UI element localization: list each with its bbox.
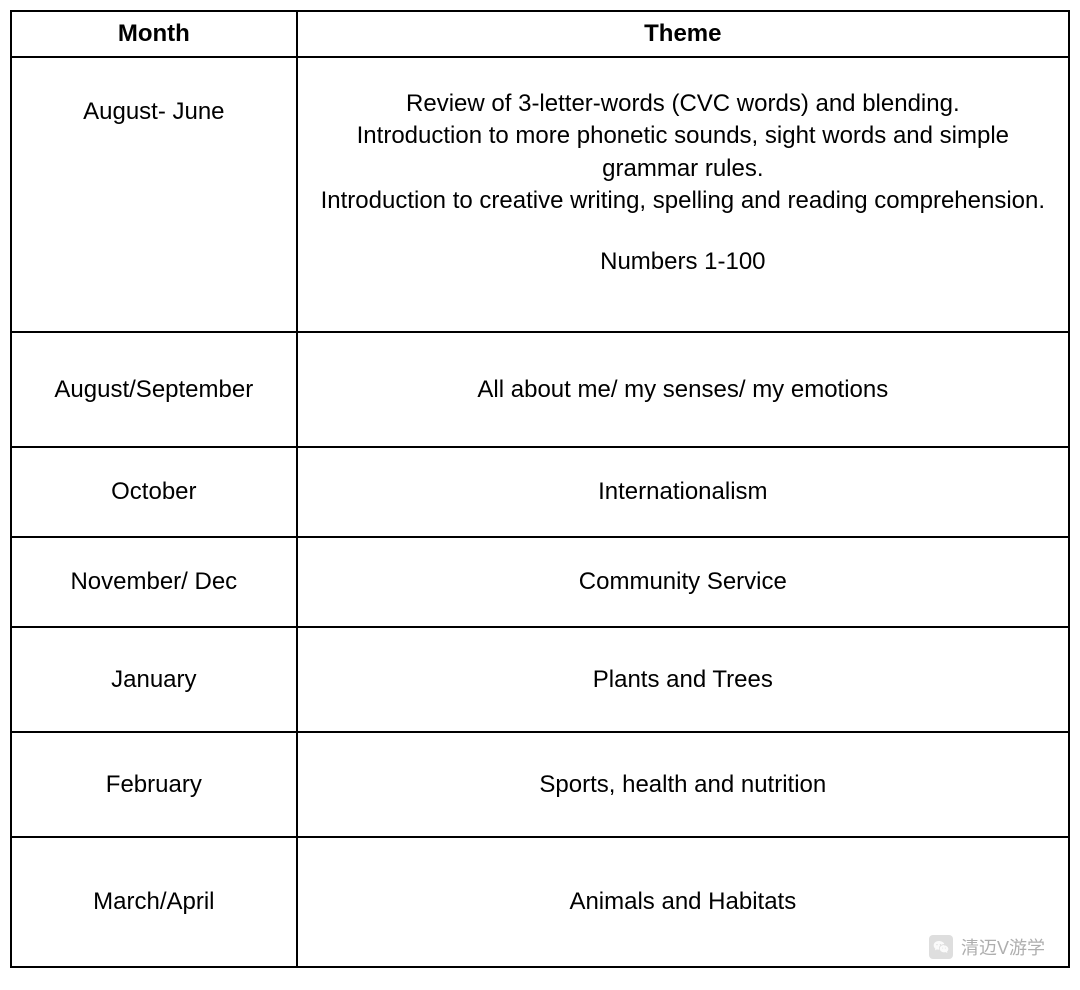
cell-month: November/ Dec: [11, 537, 297, 627]
theme-block: Review of 3-letter-words (CVC words) and…: [310, 88, 1056, 278]
cell-theme: Plants and Trees: [297, 627, 1069, 732]
table-row: January Plants and Trees: [11, 627, 1069, 732]
col-header-theme: Theme: [297, 11, 1069, 57]
table-row: August- June Review of 3-letter-words (C…: [11, 57, 1069, 332]
cell-theme: Sports, health and nutrition: [297, 732, 1069, 837]
table-row: March/April Animals and Habitats: [11, 837, 1069, 967]
cell-month: January: [11, 627, 297, 732]
table-row: November/ Dec Community Service: [11, 537, 1069, 627]
cell-month: March/April: [11, 837, 297, 967]
curriculum-table: Month Theme August- June Review of 3-let…: [10, 10, 1070, 968]
theme-line: Review of 3-letter-words (CVC words) and…: [310, 88, 1056, 120]
cell-theme: Animals and Habitats: [297, 837, 1069, 967]
cell-month: October: [11, 447, 297, 537]
cell-theme: Community Service: [297, 537, 1069, 627]
theme-line: Introduction to more phonetic sounds, si…: [310, 120, 1056, 185]
table-row: October Internationalism: [11, 447, 1069, 537]
cell-month: February: [11, 732, 297, 837]
cell-theme: Review of 3-letter-words (CVC words) and…: [297, 57, 1069, 332]
cell-theme: Internationalism: [297, 447, 1069, 537]
cell-month: August/September: [11, 332, 297, 447]
table-row: February Sports, health and nutrition: [11, 732, 1069, 837]
col-header-month: Month: [11, 11, 297, 57]
theme-line: Introduction to creative writing, spelli…: [310, 185, 1056, 217]
cell-theme: All about me/ my senses/ my emotions: [297, 332, 1069, 447]
theme-extra: Numbers 1-100: [310, 246, 1056, 278]
table-header-row: Month Theme: [11, 11, 1069, 57]
cell-month: August- June: [11, 57, 297, 332]
table-row: August/September All about me/ my senses…: [11, 332, 1069, 447]
